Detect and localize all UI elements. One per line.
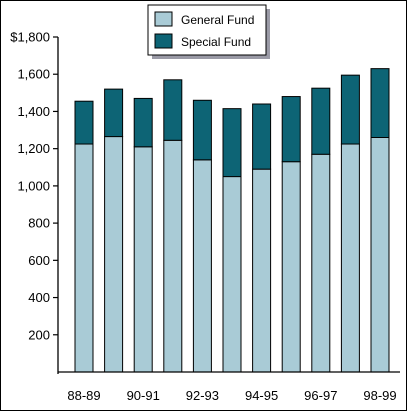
bar-special-fund-91-92 (163, 79, 183, 141)
bar-special-fund-89-90 (104, 88, 124, 138)
y-tick-label: 1,600 (17, 67, 50, 82)
bar-general-fund-98-99 (370, 137, 390, 373)
legend-swatch-special-fund (154, 33, 173, 49)
bar-general-fund-97-98 (340, 143, 360, 373)
legend-swatch-general-fund (154, 11, 173, 27)
bar-general-fund-94-95 (252, 168, 272, 373)
y-axis: 200 400 600 800 1,000 1,200 1,400 1,600 $1,800 (10, 30, 59, 374)
bar-special-fund-90-91 (133, 97, 153, 148)
bar-general-fund-90-91 (133, 146, 153, 373)
y-tick-label: 600 (28, 253, 50, 268)
x-tick-label: 88-89 (67, 388, 100, 403)
bar-general-fund-92-93 (192, 159, 212, 373)
y-tick-label: $1,800 (10, 30, 50, 45)
x-tick-label: 92-93 (186, 388, 219, 403)
bar-general-fund-93-94 (222, 176, 242, 373)
bar-special-fund-96-97 (311, 87, 331, 155)
bar-general-fund-89-90 (104, 136, 124, 373)
bar-special-fund-98-99 (370, 68, 390, 138)
x-tick-label: 98-99 (363, 388, 396, 403)
x-tick-label: 94-95 (245, 388, 278, 403)
x-axis: 88-89 90-91 92-93 94-95 96-97 98-99 (58, 371, 400, 403)
y-tick-label: 200 (28, 327, 50, 342)
y-tick-label: 1,400 (17, 104, 50, 119)
bar-special-fund-97-98 (340, 74, 360, 145)
bars (74, 68, 390, 373)
legend-label-general-fund: General Fund (181, 13, 254, 27)
y-tick-label: 1,200 (17, 141, 50, 156)
legend: General Fund Special Fund (147, 4, 270, 59)
y-tick-label: 1,000 (17, 178, 50, 193)
bar-special-fund-94-95 (252, 103, 272, 170)
bar-general-fund-88-89 (74, 143, 94, 373)
bar-general-fund-91-92 (163, 139, 183, 373)
x-tick-label: 96-97 (304, 388, 337, 403)
legend-label-special-fund: Special Fund (181, 35, 251, 49)
bar-general-fund-96-97 (311, 153, 331, 373)
y-tick-label: 400 (28, 290, 50, 305)
bar-special-fund-92-93 (192, 99, 212, 161)
bar-special-fund-95-96 (281, 96, 301, 163)
x-tick-label: 90-91 (127, 388, 160, 403)
y-tick-label: 800 (28, 216, 50, 231)
bar-general-fund-95-96 (281, 161, 301, 373)
bar-special-fund-93-94 (222, 108, 242, 178)
bar-special-fund-88-89 (74, 100, 94, 145)
